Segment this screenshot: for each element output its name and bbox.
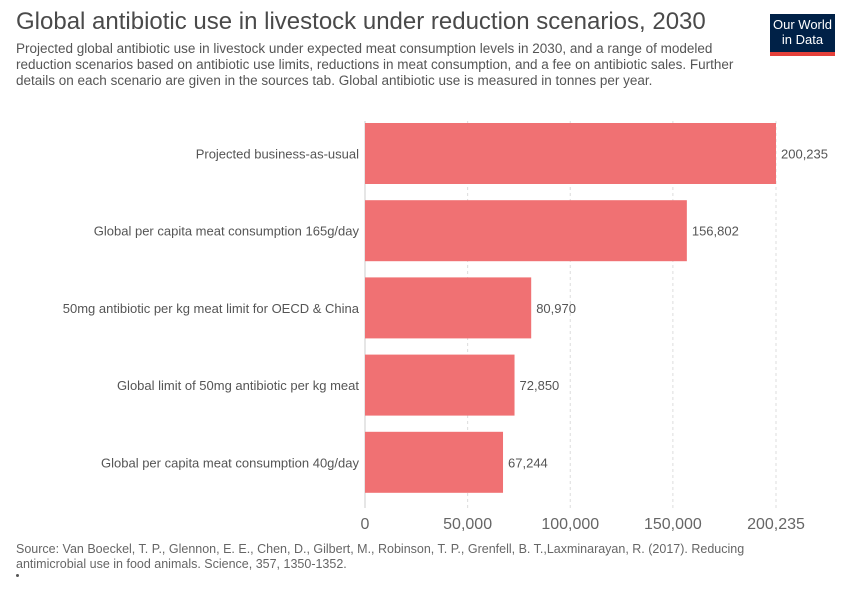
category-label: Global per capita meat consumption 165g/… <box>94 224 360 239</box>
footer-dot <box>16 574 19 577</box>
owid-logo[interactable]: Our World in Data <box>770 14 835 56</box>
x-tick-label: 50,000 <box>443 516 492 533</box>
value-label: 67,244 <box>508 455 548 470</box>
x-tick-label: 150,000 <box>644 516 702 533</box>
x-tick-label: 100,000 <box>541 516 599 533</box>
source-note: Source: Van Boeckel, T. P., Glennon, E. … <box>16 542 745 571</box>
value-label: 80,970 <box>536 301 576 316</box>
logo-line-2: in Data <box>781 32 824 47</box>
value-label: 72,850 <box>520 378 560 393</box>
bar <box>365 123 776 184</box>
category-label: Projected business-as-usual <box>196 147 359 162</box>
category-label: Global limit of 50mg antibiotic per kg m… <box>117 378 359 393</box>
bar-chart: 0 50,000 100,000 150,000 200,235 Projected bu… <box>63 121 828 533</box>
logo-line-1: Our World <box>773 17 832 32</box>
bar <box>365 200 687 262</box>
category-label: Global per capita meat consumption 40g/d… <box>101 455 359 470</box>
bar <box>365 354 515 416</box>
chart-subtitle: Projected global antibiotic use in lives… <box>16 41 734 88</box>
bar <box>365 431 504 493</box>
value-label: 156,802 <box>692 224 739 239</box>
x-tick-label: 200,235 <box>747 516 805 533</box>
bar <box>365 277 532 339</box>
logo-accent-bar <box>770 52 835 56</box>
value-label: 200,235 <box>781 147 828 162</box>
x-tick-label: 0 <box>361 516 370 533</box>
chart-title: Global antibiotic use in livestock under… <box>16 8 706 35</box>
category-label: 50mg antibiotic per kg meat limit for OE… <box>63 301 360 316</box>
